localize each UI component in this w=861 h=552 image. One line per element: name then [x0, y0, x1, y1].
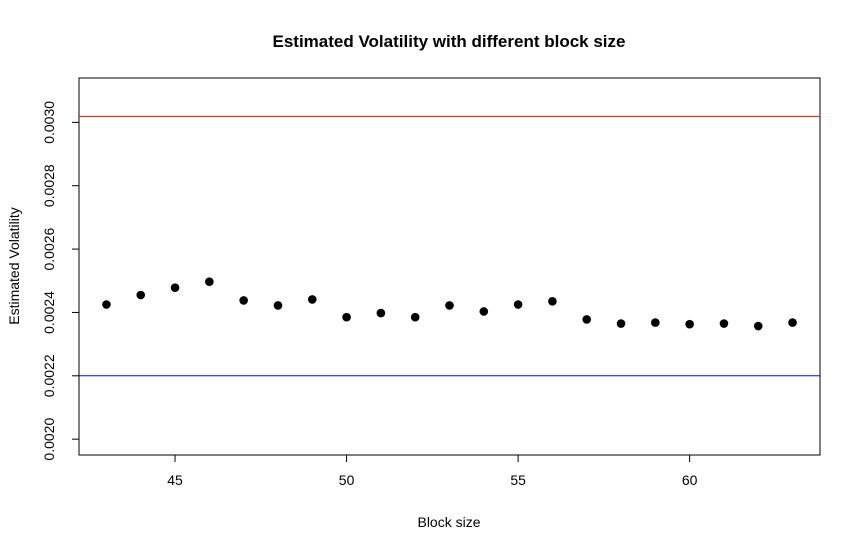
y-axis-label: Estimated Volatility — [6, 207, 22, 325]
data-point — [616, 319, 626, 328]
data-point — [273, 301, 283, 310]
plot-frame — [78, 77, 821, 456]
data-point — [753, 321, 763, 331]
data-point — [445, 301, 454, 310]
data-point — [651, 318, 660, 327]
data-point — [136, 290, 146, 300]
y-tick-label: 0.0024 — [41, 291, 57, 334]
data-point — [788, 318, 797, 327]
data-point — [170, 283, 180, 293]
x-tick-label: 45 — [167, 472, 183, 488]
data-point — [376, 308, 386, 318]
data-point — [342, 312, 351, 322]
x-tick-label: 60 — [682, 472, 698, 488]
data-point — [410, 312, 420, 322]
x-axis-label: Block size — [417, 514, 480, 530]
x-tick-label: 55 — [510, 472, 526, 488]
data-point — [479, 307, 489, 316]
data-point — [239, 296, 248, 305]
y-axis: 0.0020 0.0022 0.0024 0.0026 0.0028 0.0030 — [41, 101, 80, 461]
y-tick-label: 0.0028 — [41, 164, 57, 207]
chart-title: Estimated Volatility with different bloc… — [273, 32, 626, 51]
data-point — [102, 300, 111, 309]
y-tick-label: 0.0030 — [41, 101, 57, 144]
reference-lines — [79, 115, 820, 377]
data-point — [685, 319, 694, 329]
y-tick-label: 0.0022 — [41, 354, 57, 397]
x-axis: 45 50 55 60 — [167, 454, 698, 488]
data-point — [582, 315, 592, 324]
y-tick-label: 0.0026 — [41, 227, 57, 270]
data-point — [307, 295, 317, 304]
y-tick-label: 0.0020 — [41, 418, 57, 461]
data-point — [548, 297, 557, 306]
data-point — [205, 277, 214, 287]
data-points — [102, 277, 797, 331]
x-tick-label: 50 — [339, 472, 355, 488]
data-point — [513, 300, 523, 309]
data-point — [719, 319, 729, 328]
